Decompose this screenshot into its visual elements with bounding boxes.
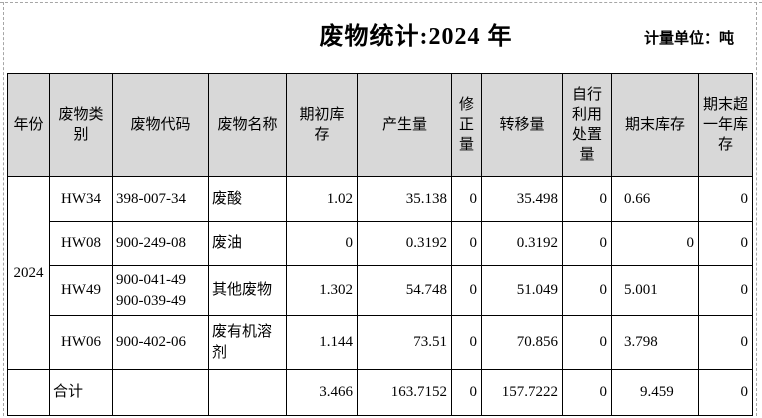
cell-code: 900-402-06 <box>112 315 209 370</box>
cell-transferred: 35.498 <box>481 176 563 222</box>
year-cell: 2024 <box>7 176 50 370</box>
table-row: HW49 900-041-49 900-039-49 其他废物 1.302 54… <box>8 265 753 316</box>
cell-begin-stock: 1.02 <box>286 176 358 222</box>
table-row: 2024 HW34 398-007-34 废酸 1.02 35.138 0 35… <box>7 176 753 370</box>
col-header-waste-name: 废物名称 <box>208 73 287 177</box>
cell-corrected: 0 <box>451 265 482 316</box>
cell-code: 900-249-08 <box>112 221 209 266</box>
total-corrected: 0 <box>451 369 482 416</box>
cell-generated: 73.51 <box>357 315 452 370</box>
cell-transferred: 51.049 <box>481 265 563 316</box>
waste-stats-table: 年份 废物类 别 废物代码 废物名称 期初库 存 产生量 修 正 量 转移量 自… <box>7 73 753 416</box>
page-break-line-right <box>756 2 757 416</box>
cell-name: 废有机溶剂 <box>208 315 287 370</box>
cell-end-stock-over-one-year: 0 <box>698 221 753 266</box>
cell-end-stock-over-one-year: 0 <box>698 265 753 316</box>
col-header-waste-code: 废物代码 <box>112 73 209 177</box>
col-header-begin-stock: 期初库 存 <box>286 73 358 177</box>
total-begin-stock: 3.466 <box>286 369 358 416</box>
cell-corrected: 0 <box>451 221 482 266</box>
cell-generated: 54.748 <box>357 265 452 316</box>
unit-label: 计量单位：吨 <box>643 30 734 47</box>
header-row: 年份 废物类 别 废物代码 废物名称 期初库 存 产生量 修 正 量 转移量 自… <box>7 73 753 177</box>
total-transferred: 157.7222 <box>481 369 563 416</box>
total-row: 合计 3.466 163.7152 0 157.7222 0 9.459 0 <box>7 369 753 416</box>
cell-category: HW08 <box>49 221 113 266</box>
cell-corrected: 0 <box>451 315 482 370</box>
total-year-cell <box>7 369 50 416</box>
total-self-disposed: 0 <box>562 369 612 416</box>
col-header-transferred: 转移量 <box>481 73 563 177</box>
cell-name: 废油 <box>208 221 287 266</box>
cell-category: HW06 <box>49 315 113 370</box>
cell-self-disposed: 0 <box>562 315 612 370</box>
cell-category: HW34 <box>49 176 113 222</box>
total-label: 合计 <box>49 369 113 416</box>
total-generated: 163.7152 <box>357 369 452 416</box>
col-header-end-stock: 期末库存 <box>611 73 699 177</box>
page-title: 废物统计:2024 年 <box>319 24 513 50</box>
total-end-stock-over-one-year: 0 <box>698 369 753 416</box>
cell-transferred: 70.856 <box>481 315 563 370</box>
table-row: HW08 900-249-08 废油 0 0.3192 0 0.3192 0 0… <box>8 221 753 266</box>
cell-category: HW49 <box>49 265 113 316</box>
cell-begin-stock: 1.144 <box>286 315 358 370</box>
cell-transferred: 0.3192 <box>481 221 563 266</box>
col-header-corrected: 修 正 量 <box>451 73 482 177</box>
table-row: HW06 900-402-06 废有机溶剂 1.144 73.51 0 70.8… <box>8 315 753 370</box>
page-break-line-left <box>3 2 4 416</box>
total-code-cell <box>112 369 209 416</box>
cell-generated: 0.3192 <box>357 221 452 266</box>
cell-begin-stock: 0 <box>286 221 358 266</box>
cell-end-stock: 3.798 <box>611 315 699 370</box>
cell-code: 900-041-49 900-039-49 <box>112 265 209 316</box>
cell-corrected: 0 <box>451 176 482 222</box>
title-band: 废物统计:2024 年 <box>0 16 762 51</box>
total-name-cell <box>208 369 287 416</box>
cell-self-disposed: 0 <box>562 221 612 266</box>
cell-self-disposed: 0 <box>562 176 612 222</box>
col-header-year: 年份 <box>7 73 50 177</box>
cell-begin-stock: 1.302 <box>286 265 358 316</box>
col-header-waste-category: 废物类 别 <box>49 73 113 177</box>
cell-end-stock: 0 <box>611 221 699 266</box>
cell-name: 废酸 <box>208 176 287 222</box>
page-break-line-top <box>0 2 762 3</box>
cell-end-stock-over-one-year: 0 <box>698 176 753 222</box>
cell-generated: 35.138 <box>357 176 452 222</box>
cell-self-disposed: 0 <box>562 265 612 316</box>
col-header-generated: 产生量 <box>357 73 452 177</box>
total-end-stock: 9.459 <box>611 369 699 416</box>
cell-end-stock: 0.66 <box>611 176 699 222</box>
cell-name: 其他废物 <box>208 265 287 316</box>
col-header-self-disposed: 自行 利用 处置 量 <box>562 73 612 177</box>
cell-end-stock-over-one-year: 0 <box>698 315 753 370</box>
cell-end-stock: 5.001 <box>611 265 699 316</box>
col-header-end-stock-over-one-year: 期末超 一年库 存 <box>698 73 753 177</box>
cell-code: 398-007-34 <box>112 176 209 222</box>
